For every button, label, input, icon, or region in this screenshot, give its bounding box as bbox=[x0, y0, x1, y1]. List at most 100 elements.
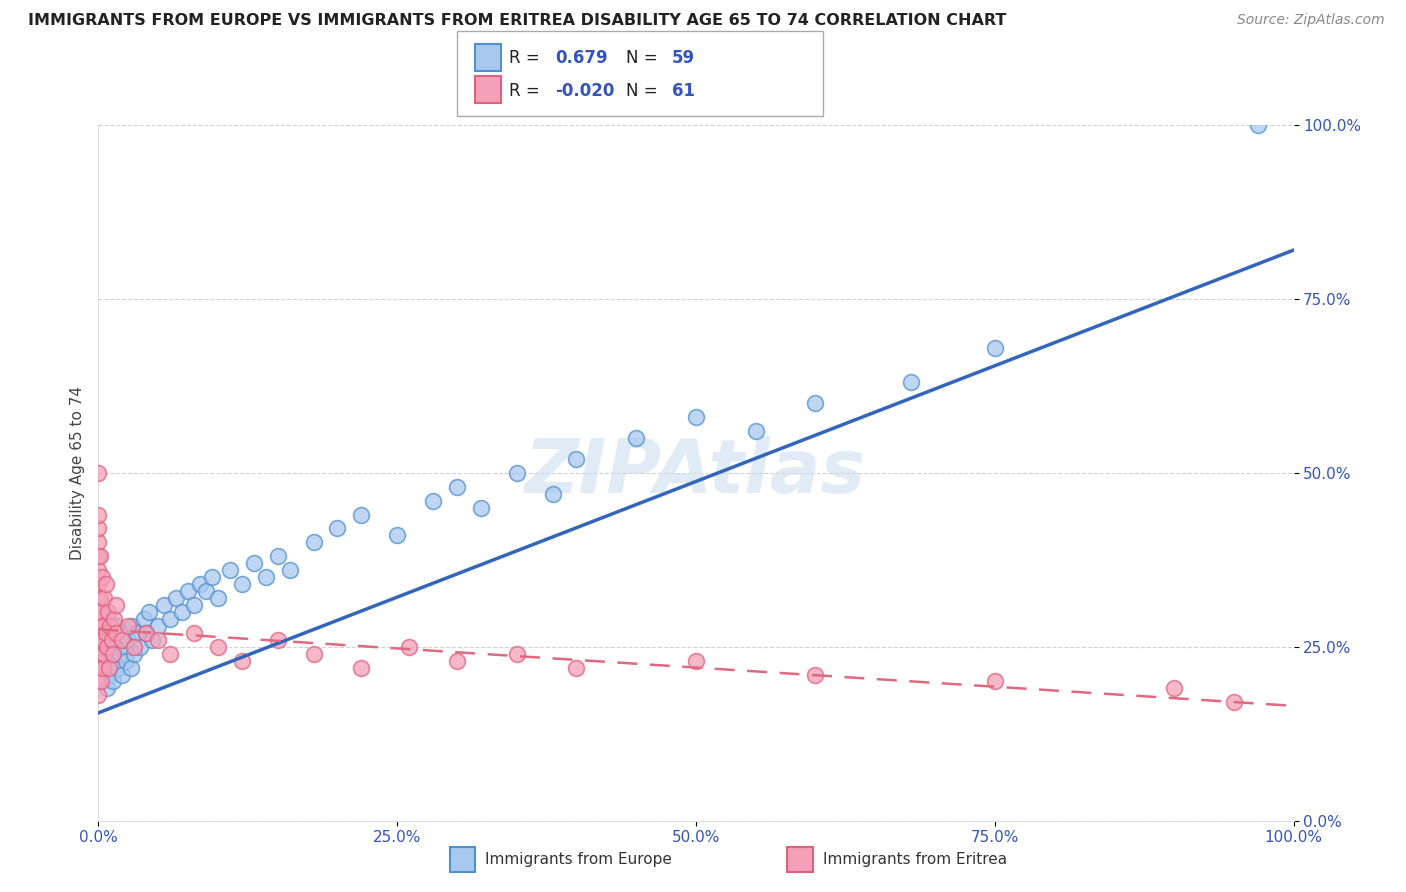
Point bbox=[506, 466, 529, 480]
Point bbox=[105, 598, 128, 612]
Point bbox=[105, 640, 128, 654]
Point bbox=[87, 535, 110, 549]
Point bbox=[243, 556, 266, 570]
Text: -0.020: -0.020 bbox=[555, 82, 614, 100]
Point bbox=[267, 632, 290, 647]
Point bbox=[135, 625, 157, 640]
Text: IMMIGRANTS FROM EUROPE VS IMMIGRANTS FROM ERITREA DISABILITY AGE 65 TO 74 CORREL: IMMIGRANTS FROM EUROPE VS IMMIGRANTS FRO… bbox=[28, 13, 1007, 29]
Point bbox=[103, 654, 125, 668]
Y-axis label: Disability Age 65 to 74: Disability Age 65 to 74 bbox=[69, 385, 84, 560]
Text: Source: ZipAtlas.com: Source: ZipAtlas.com bbox=[1237, 13, 1385, 28]
Point bbox=[91, 619, 114, 633]
Point bbox=[87, 521, 110, 535]
Point bbox=[165, 591, 187, 605]
Point bbox=[91, 570, 114, 584]
Point bbox=[98, 660, 121, 674]
Point bbox=[110, 625, 132, 640]
Point bbox=[117, 619, 139, 633]
Text: 59: 59 bbox=[672, 49, 695, 67]
Text: R =: R = bbox=[509, 82, 546, 100]
Point bbox=[159, 612, 181, 626]
Point bbox=[470, 500, 492, 515]
Text: ZIPAtlas: ZIPAtlas bbox=[526, 436, 866, 509]
Point bbox=[87, 619, 110, 633]
Point bbox=[983, 341, 1005, 355]
Point bbox=[111, 667, 134, 681]
Point bbox=[624, 431, 647, 445]
Point bbox=[900, 376, 922, 390]
Point bbox=[350, 508, 373, 522]
Point bbox=[91, 632, 114, 647]
Point bbox=[148, 632, 170, 647]
Point bbox=[422, 493, 444, 508]
Point bbox=[398, 640, 420, 654]
Point bbox=[278, 563, 301, 577]
Point bbox=[745, 424, 768, 438]
Point bbox=[101, 674, 124, 689]
Point bbox=[105, 619, 128, 633]
Point bbox=[120, 660, 142, 674]
Point bbox=[115, 654, 138, 668]
Text: 61: 61 bbox=[672, 82, 695, 100]
Point bbox=[117, 632, 139, 647]
Point bbox=[267, 549, 290, 564]
Point bbox=[135, 625, 157, 640]
Point bbox=[159, 647, 181, 661]
Point bbox=[108, 647, 131, 661]
Point bbox=[132, 612, 155, 626]
Point bbox=[385, 528, 409, 542]
Point bbox=[506, 647, 529, 661]
Text: 0.679: 0.679 bbox=[555, 49, 607, 67]
Point bbox=[87, 591, 110, 605]
Point bbox=[183, 598, 205, 612]
Point bbox=[685, 410, 707, 425]
Point bbox=[219, 563, 242, 577]
Point bbox=[87, 674, 110, 689]
Point bbox=[93, 660, 115, 674]
Point bbox=[207, 591, 229, 605]
Point bbox=[804, 396, 827, 410]
Point bbox=[87, 466, 110, 480]
Point bbox=[87, 577, 110, 591]
Point bbox=[93, 647, 115, 661]
Point bbox=[254, 570, 277, 584]
Point bbox=[87, 605, 110, 619]
Text: Immigrants from Europe: Immigrants from Europe bbox=[485, 853, 672, 867]
Point bbox=[89, 591, 111, 605]
Point bbox=[188, 577, 211, 591]
Point bbox=[97, 605, 120, 619]
Point bbox=[231, 577, 253, 591]
Point bbox=[172, 605, 194, 619]
Point bbox=[541, 486, 564, 500]
Point bbox=[125, 625, 148, 640]
Point bbox=[89, 619, 111, 633]
Point bbox=[685, 654, 707, 668]
Point bbox=[98, 667, 122, 681]
Point bbox=[90, 605, 112, 619]
Point bbox=[89, 640, 111, 654]
Point bbox=[111, 632, 134, 647]
Text: N =: N = bbox=[626, 82, 662, 100]
Point bbox=[326, 521, 349, 535]
Point bbox=[103, 612, 125, 626]
Point bbox=[87, 689, 110, 703]
Point bbox=[124, 640, 146, 654]
Point bbox=[90, 647, 112, 661]
Text: N =: N = bbox=[626, 49, 662, 67]
Point bbox=[89, 549, 111, 564]
Point bbox=[141, 632, 163, 647]
Point bbox=[100, 632, 122, 647]
Point bbox=[129, 640, 152, 654]
Point bbox=[153, 598, 176, 612]
Point bbox=[97, 647, 120, 661]
Point bbox=[183, 625, 205, 640]
Point bbox=[94, 625, 117, 640]
Point bbox=[1222, 695, 1246, 709]
Point bbox=[91, 660, 114, 674]
Point bbox=[107, 660, 129, 674]
Point bbox=[87, 549, 110, 564]
Point bbox=[94, 577, 117, 591]
Point bbox=[446, 480, 468, 494]
Point bbox=[87, 632, 110, 647]
Point bbox=[93, 591, 115, 605]
